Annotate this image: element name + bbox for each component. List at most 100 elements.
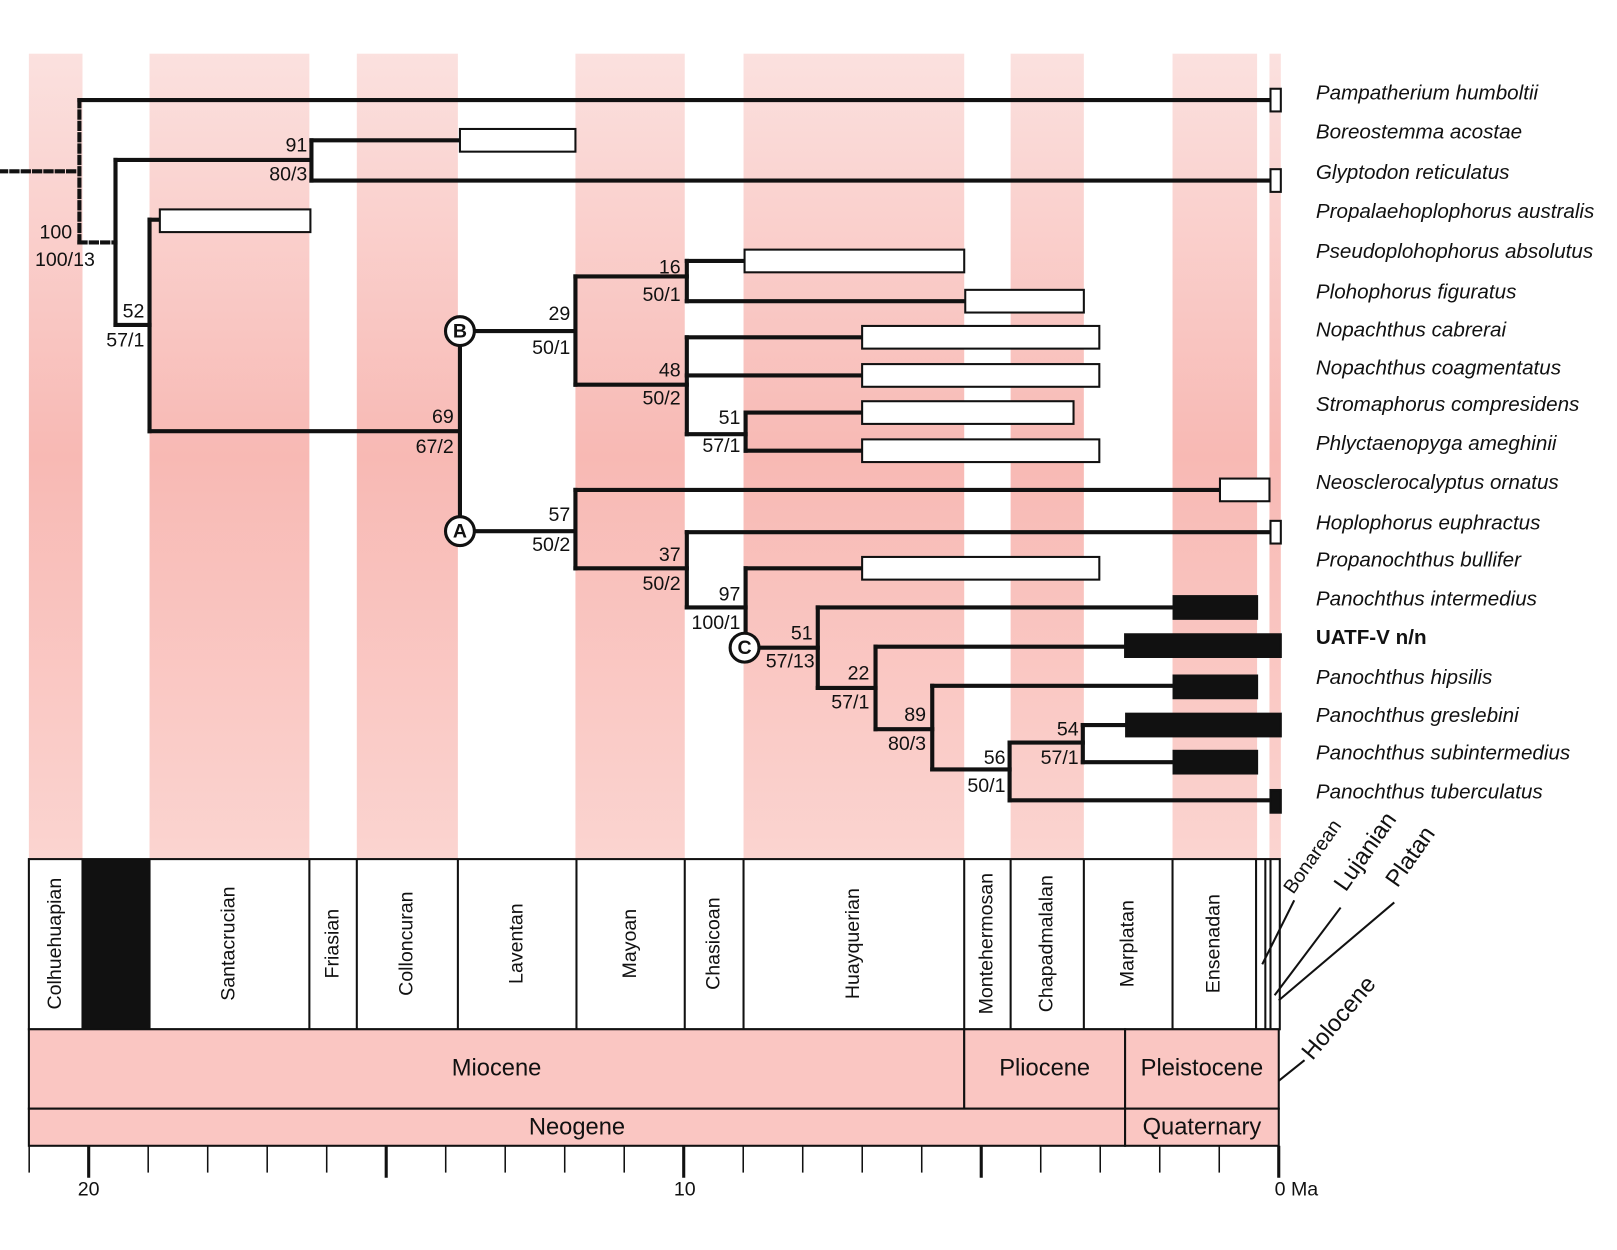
leader-line	[1278, 1059, 1306, 1082]
range-bar	[1269, 168, 1282, 193]
support-top: 89	[904, 704, 926, 726]
support-bottom: 50/1	[967, 775, 1005, 797]
time-stripe	[149, 53, 310, 860]
axis-label: 0 Ma	[1275, 1178, 1319, 1200]
support-bottom: 57/1	[1041, 747, 1079, 769]
support-top: 69	[432, 406, 454, 428]
range-bar	[458, 127, 577, 153]
epoch-label: Miocene	[452, 1056, 542, 1082]
leader-line	[1261, 899, 1296, 965]
range-bar	[1125, 712, 1282, 738]
support-bottom: 50/1	[532, 337, 570, 359]
support-bottom: 100/1	[691, 612, 740, 634]
taxon-label: Panochthus intermedius	[1316, 588, 1537, 611]
stage-label: Montehermosan	[976, 873, 998, 1014]
range-bar	[861, 363, 1101, 388]
clade-letter: A	[453, 520, 467, 542]
taxon-label: Panochthus subintermedius	[1316, 741, 1570, 764]
support-bottom: 100/13	[35, 249, 95, 271]
range-bar	[1172, 595, 1259, 620]
stage-label: Ensenadan	[1202, 894, 1224, 993]
range-bar	[1218, 477, 1271, 503]
taxon-label: Neosclerocalyptus ornatus	[1316, 471, 1559, 494]
hiatus-block	[82, 859, 150, 1030]
stage-label: Colhuehuapian	[44, 878, 66, 1010]
support-bottom: 80/3	[888, 733, 926, 755]
support-top: 57	[549, 504, 571, 526]
taxon-label: Plohophorus figuratus	[1316, 280, 1517, 303]
support-bottom: 80/3	[269, 164, 307, 186]
support-top: 54	[1057, 718, 1079, 740]
taxon-label: Hoplophorus euphractus	[1316, 511, 1541, 534]
support-top: 51	[791, 622, 813, 644]
range-bar	[1269, 519, 1282, 545]
support-bottom: 57/1	[702, 435, 740, 457]
period-label: Quaternary	[1143, 1115, 1262, 1141]
clade-node	[443, 515, 476, 548]
support-top: 97	[719, 583, 741, 605]
range-bar	[158, 208, 312, 234]
period-label: Neogene	[529, 1115, 625, 1141]
period-box	[1124, 1107, 1280, 1147]
time-stripe	[28, 53, 83, 860]
stage-label: Santacrucian	[218, 887, 240, 1001]
support-bottom: 67/2	[416, 436, 454, 458]
stage-label: Chapadmalalan	[1035, 875, 1057, 1012]
clade-letter: C	[737, 637, 751, 659]
epoch-box	[1124, 1028, 1280, 1110]
taxon-label: Glyptodon reticulatus	[1316, 161, 1510, 184]
epoch-label: Pliocene	[999, 1056, 1090, 1082]
support-bottom: 57/1	[831, 692, 869, 714]
support-top: 51	[719, 407, 741, 429]
epoch-box	[963, 1028, 1127, 1110]
taxon-label: Stromaphorus compresidens	[1316, 393, 1579, 416]
leader-line	[1278, 901, 1395, 1002]
support-bottom: 57/13	[766, 650, 815, 672]
support-bottom: 57/1	[106, 330, 144, 352]
range-bar	[1269, 788, 1282, 814]
support-bottom: 50/1	[643, 284, 681, 306]
taxon-label: Propalaehoplophorus australis	[1316, 200, 1594, 223]
taxon-label: Phlyctaenopyga ameghinii	[1316, 432, 1558, 455]
taxon-label: Nopachthus cabrerai	[1316, 319, 1508, 342]
taxon-label: Pampatherium humboltii	[1316, 81, 1540, 104]
range-bar	[861, 555, 1101, 581]
taxon-label: Nopachthus coagmentatus	[1316, 357, 1561, 380]
stage-label: Friasian	[321, 909, 343, 979]
leader-line	[1273, 906, 1342, 996]
period-box	[27, 1107, 1127, 1147]
time-stripe	[1269, 53, 1281, 860]
time-stripe	[1172, 53, 1258, 860]
support-top: 16	[659, 256, 681, 278]
epoch-label: Holocene	[1297, 972, 1381, 1065]
taxon-label: Panochthus tuberculatus	[1316, 781, 1543, 804]
support-top: 56	[984, 747, 1006, 769]
time-stripe	[356, 53, 458, 860]
epoch-box	[27, 1028, 966, 1110]
taxon-label: Boreostemma acostae	[1316, 121, 1522, 144]
stage-label: Huayquerian	[842, 888, 864, 999]
range-bar	[1124, 633, 1282, 658]
stage-label: Mayoan	[619, 909, 641, 979]
range-bar	[964, 288, 1085, 314]
support-top: 91	[286, 135, 308, 157]
range-bar	[861, 400, 1075, 425]
range-bar	[861, 438, 1101, 464]
taxon-label: Propanochthus bullifer	[1316, 549, 1522, 572]
range-bar	[1172, 749, 1259, 775]
clade-node	[443, 315, 476, 348]
taxon-label: Panochthus greslebini	[1316, 704, 1520, 727]
epoch-label: Pleistocene	[1141, 1056, 1264, 1082]
support-top: 52	[123, 301, 145, 323]
support-bottom: 50/2	[643, 573, 681, 595]
stage-label: Marplatan	[1116, 900, 1138, 987]
taxon-label: Panochthus hipsilis	[1316, 666, 1492, 689]
clade-letter: B	[453, 320, 467, 342]
taxon-label: Pseudoplohophorus absolutus	[1316, 240, 1593, 263]
range-bar	[861, 324, 1101, 350]
stage-label: Chasicoan	[702, 897, 724, 990]
stage-label: Colloncuran	[396, 891, 418, 995]
support-top: 48	[659, 359, 681, 381]
stage-label: Laventan	[505, 903, 527, 984]
